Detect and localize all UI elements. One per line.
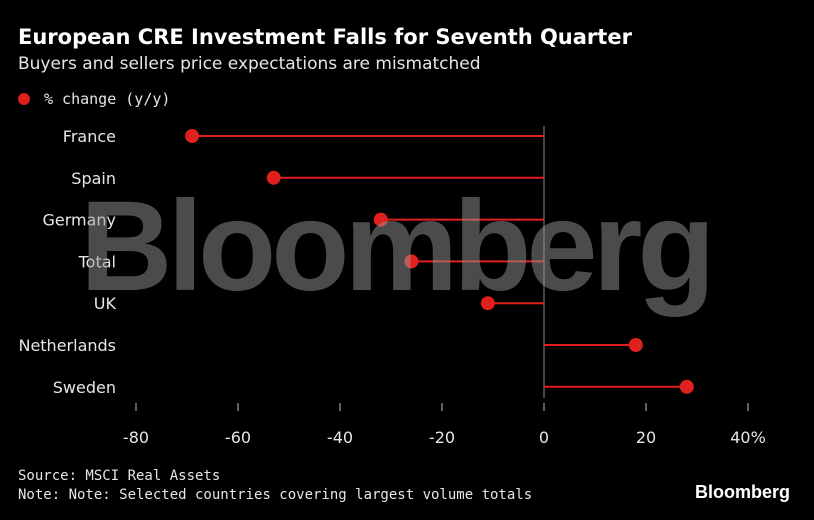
lollipop-dot bbox=[480, 296, 495, 311]
x-tick-label: -80 bbox=[123, 428, 149, 447]
watermark: Bloomberg bbox=[80, 175, 716, 318]
lollipop-dot bbox=[679, 379, 694, 394]
legend-marker bbox=[18, 93, 30, 105]
lollipop-dot bbox=[404, 254, 419, 269]
x-tick-label: 0 bbox=[539, 428, 549, 447]
chart-title: European CRE Investment Falls for Sevent… bbox=[18, 25, 632, 49]
footnote: Note: Note: Selected countries covering … bbox=[18, 487, 533, 503]
chart-subtitle: Buyers and sellers price expectations ar… bbox=[18, 54, 481, 74]
lollipop-dot bbox=[185, 129, 200, 143]
category-label: Germany bbox=[42, 211, 116, 230]
lollipop-dot bbox=[373, 212, 388, 227]
x-tick-label: 20 bbox=[636, 428, 656, 447]
source-note: Source: MSCI Real Assets bbox=[18, 468, 221, 484]
legend: % change (y/y) bbox=[18, 90, 170, 108]
lollipop-dot bbox=[266, 170, 281, 185]
bloomberg-logo: Bloomberg bbox=[694, 482, 790, 502]
category-label: France bbox=[63, 127, 116, 146]
x-tick-label: 40% bbox=[730, 428, 766, 447]
lollipop-dot bbox=[628, 338, 643, 352]
legend-label: % change (y/y) bbox=[44, 90, 171, 108]
category-label: Total bbox=[78, 252, 116, 271]
x-tick-label: -40 bbox=[327, 428, 353, 447]
category-label: Netherlands bbox=[18, 336, 116, 355]
category-label: Spain bbox=[71, 169, 116, 188]
category-label: UK bbox=[94, 294, 117, 313]
x-tick-label: -60 bbox=[225, 428, 251, 447]
x-tick-label: -20 bbox=[429, 428, 455, 447]
category-label: Sweden bbox=[53, 378, 116, 397]
